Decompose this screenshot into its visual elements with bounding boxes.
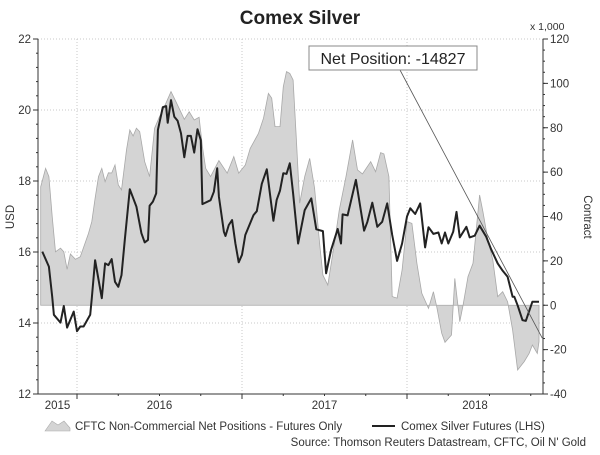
annotation-net-position: Net Position: -14827 (321, 51, 466, 68)
right-tick-label: 20 (550, 256, 563, 268)
left-tick-label: 20 (18, 105, 31, 117)
x-tick-label: 2015 (45, 400, 71, 412)
silver-futures-line (41, 99, 539, 333)
left-axis-label: USD (5, 205, 17, 229)
right-axis-unit: x 1,000 (530, 21, 565, 33)
left-tick-label: 18 (18, 176, 31, 188)
chart-title: Comex Silver (240, 8, 361, 29)
x-tick-label: 2018 (462, 400, 488, 412)
right-tick-label: 40 (550, 212, 563, 224)
left-tick-label: 12 (18, 389, 31, 401)
right-tick-label: -20 (550, 345, 567, 357)
x-tick-label: 2017 (312, 400, 338, 412)
annotation-leader-line (399, 69, 543, 339)
left-tick-label: 14 (18, 318, 31, 330)
left-tick-label: 22 (18, 34, 31, 46)
right-tick-label: 100 (550, 78, 569, 90)
right-tick-label: 60 (550, 167, 563, 179)
right-tick-label: 80 (550, 123, 563, 135)
left-tick-label: 16 (18, 247, 31, 259)
source-note: Source: Thomson Reuters Datastream, CFTC… (291, 437, 586, 449)
annotation-box (308, 45, 478, 71)
legend-area-swatch (44, 420, 71, 432)
net-positions-area (40, 70, 540, 372)
right-axis-label: Contract (581, 195, 593, 239)
x-tick-label: 2016 (147, 400, 173, 412)
legend-net-positions: CFTC Non-Commercial Net Positions - Futu… (75, 421, 342, 433)
legend-silver-futures: Comex Silver Futures (LHS) (401, 421, 545, 433)
right-tick-label: -40 (550, 389, 567, 401)
right-tick-label: 120 (550, 34, 569, 46)
right-tick-label: 0 (550, 300, 556, 312)
